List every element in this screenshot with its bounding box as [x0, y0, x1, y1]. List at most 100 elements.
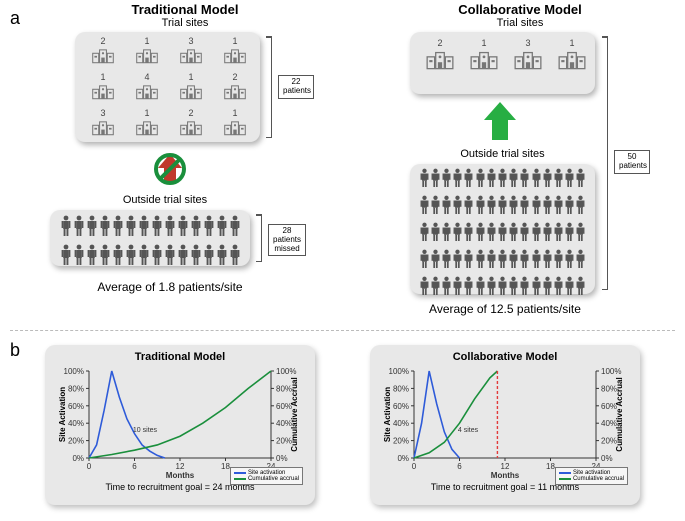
person-icon [554, 249, 563, 274]
person-icon [420, 222, 429, 247]
person-icon [520, 276, 529, 301]
svg-text:10 sites: 10 sites [133, 427, 158, 434]
svg-text:60%: 60% [393, 402, 409, 411]
person-icon [487, 276, 496, 301]
count-text: 22 [292, 77, 301, 86]
svg-text:Months: Months [491, 471, 520, 480]
count-word: patients [619, 161, 647, 170]
people-row [410, 249, 595, 276]
count-word: patients [283, 86, 311, 95]
person-icon [420, 195, 429, 220]
collab-chart: 061218240%0%20%20%40%40%60%60%80%80%100%… [380, 365, 630, 480]
trad-avg: Average of 1.8 patients/site [70, 280, 270, 294]
site-cell: 3 [173, 36, 209, 69]
svg-text:0%: 0% [397, 454, 409, 463]
person-icon [217, 215, 227, 242]
person-icon [431, 249, 440, 274]
people-row [410, 195, 595, 222]
person-icon [126, 244, 136, 271]
person-icon [576, 249, 585, 274]
person-icon [543, 276, 552, 301]
site-cell: 1 [173, 72, 209, 105]
person-icon [487, 249, 496, 274]
svg-text:Cumulative Accrual: Cumulative Accrual [290, 377, 299, 451]
bracket-icon [602, 36, 608, 290]
person-icon [420, 276, 429, 301]
svg-text:0: 0 [87, 462, 92, 471]
svg-text:Site Activation: Site Activation [383, 387, 392, 442]
trad-outside-card [50, 210, 250, 266]
svg-text:0%: 0% [601, 454, 613, 463]
person-icon [139, 244, 149, 271]
person-icon [476, 195, 485, 220]
collab-outside-card [410, 164, 595, 294]
person-icon [532, 168, 541, 193]
trad-chart-title: Traditional Model [55, 351, 305, 363]
legend-box: Site activation Cumulative accrual [230, 467, 303, 485]
person-icon [442, 222, 451, 247]
site-cell: 3 [510, 38, 546, 75]
svg-text:100%: 100% [276, 367, 296, 376]
person-icon [453, 249, 462, 274]
svg-text:12: 12 [501, 462, 510, 471]
person-icon [139, 215, 149, 242]
svg-text:4 sites: 4 sites [458, 427, 479, 434]
person-icon [543, 249, 552, 274]
trad-count-box: 22 patients [278, 75, 314, 99]
person-icon [464, 168, 473, 193]
person-icon [74, 215, 84, 242]
person-icon [442, 249, 451, 274]
count-word: patients [273, 235, 301, 244]
trad-title: Traditional Model [35, 2, 335, 17]
person-icon [476, 222, 485, 247]
svg-text:80%: 80% [68, 384, 84, 393]
person-icon [100, 244, 110, 271]
svg-text:20%: 20% [68, 437, 84, 446]
person-icon [576, 276, 585, 301]
person-icon [565, 195, 574, 220]
legend-line-accrual [234, 478, 246, 480]
arrow-up-icon [480, 100, 520, 151]
site-cell: 2 [85, 36, 121, 69]
legend-box: Site activation Cumulative accrual [555, 467, 628, 485]
person-icon [230, 215, 240, 242]
svg-text:Cumulative Accrual: Cumulative Accrual [615, 377, 624, 451]
person-icon [420, 168, 429, 193]
site-cell: 1 [466, 38, 502, 75]
person-icon [520, 249, 529, 274]
svg-text:40%: 40% [393, 419, 409, 428]
person-icon [431, 276, 440, 301]
person-icon [476, 276, 485, 301]
person-icon [520, 195, 529, 220]
person-icon [509, 222, 518, 247]
svg-text:12: 12 [176, 462, 185, 471]
arrow-blocked-icon [150, 150, 190, 195]
person-icon [532, 249, 541, 274]
svg-text:0%: 0% [72, 454, 84, 463]
person-icon [217, 244, 227, 271]
panel-a-label: a [10, 8, 20, 29]
person-icon [543, 222, 552, 247]
person-icon [554, 195, 563, 220]
person-icon [532, 195, 541, 220]
person-icon [476, 249, 485, 274]
svg-text:Months: Months [166, 471, 195, 480]
person-icon [152, 244, 162, 271]
person-icon [464, 222, 473, 247]
svg-text:20%: 20% [393, 437, 409, 446]
person-icon [520, 222, 529, 247]
person-icon [464, 195, 473, 220]
person-icon [543, 195, 552, 220]
people-row [50, 244, 250, 273]
person-icon [487, 168, 496, 193]
panel-b-label: b [10, 340, 20, 361]
svg-text:100%: 100% [64, 367, 84, 376]
trad-sites-card: 213114123121 [75, 32, 260, 142]
svg-text:80%: 80% [393, 384, 409, 393]
person-icon [554, 168, 563, 193]
count-text: 50 [628, 152, 637, 161]
bracket-icon [256, 214, 262, 262]
person-icon [509, 168, 518, 193]
person-icon [487, 195, 496, 220]
legend-text: Cumulative accrual [248, 476, 299, 482]
